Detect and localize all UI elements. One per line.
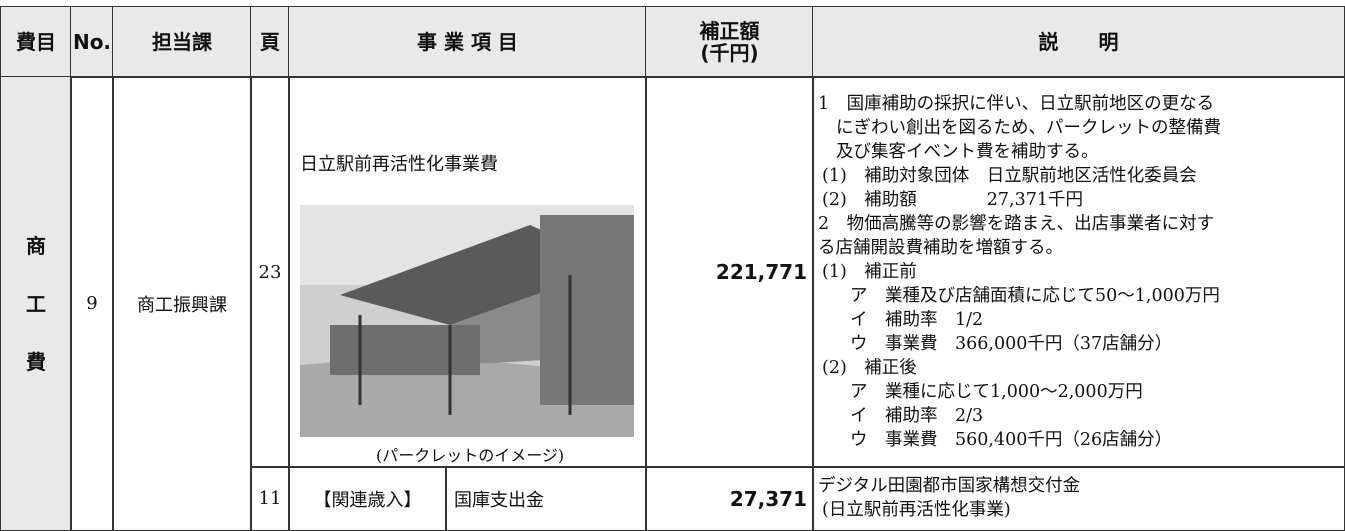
description-line: (2) 補助額 27,371千円	[822, 190, 1084, 210]
description-line: (1) 補正前	[822, 262, 917, 282]
header-cell: 説 明	[812, 6, 1345, 78]
description-line: (1) 補助対象団体 日立駅前地区活性化委員会	[822, 166, 1197, 186]
description-line: ア 業種に応じて1,000～2,000万円	[850, 382, 1143, 402]
category-char: 費	[26, 349, 46, 374]
description-line: デジタル田園都市国家構想交付金	[818, 476, 1081, 496]
header-cell: 補正額 (千円)	[645, 6, 814, 78]
no-text: 9	[86, 293, 98, 314]
image-caption: (パークレットのイメージ)	[376, 446, 565, 465]
header-text: 頁	[260, 30, 280, 54]
description-line: ウ 事業費 366,000千円（37店舗分）	[850, 334, 1173, 354]
amount-cell: 27,371	[645, 466, 814, 531]
item-cell: 国庫支出金	[445, 466, 647, 531]
page-cell: 11	[250, 466, 290, 531]
header-text: (千円)	[700, 41, 759, 65]
item-cell	[288, 76, 647, 468]
page-text: 23	[258, 261, 282, 283]
header-text: 担当課	[152, 30, 212, 54]
department-text: 商工振興課	[137, 294, 227, 316]
item-label-text: 【関連歳入】	[313, 489, 422, 511]
header-cell: 費目	[0, 6, 72, 78]
description-line: 2 物価高騰等の影響を踏まえ、出店事業者に対す	[818, 214, 1215, 234]
description-line: ア 業種及び店舗面積に応じて50～1,000万円	[850, 286, 1220, 306]
description-line: (2) 補正後	[822, 358, 917, 378]
description-line: にぎわい創出を図るため、パークレットの整備費	[836, 118, 1221, 138]
header-cell: No.	[70, 6, 114, 78]
description-line: る店舗開設費補助を増額する。	[818, 238, 1063, 258]
description-line: (日立駅前再活性化事業)	[822, 500, 1011, 520]
image	[300, 205, 634, 437]
category-char: 商	[26, 233, 46, 258]
header-text: 説 明	[1038, 30, 1119, 54]
header-cell: 事 業 項 目	[288, 6, 647, 78]
description-line: イ 補助率 1/2	[850, 310, 984, 330]
header-cell: 担当課	[112, 6, 252, 78]
item-text: 国庫支出金	[454, 489, 544, 511]
page-text: 11	[258, 488, 282, 509]
description-line: 1 国庫補助の採択に伴い、日立駅前地区の更なる	[818, 94, 1215, 114]
description-line: ウ 事業費 560,400千円（26店舗分）	[850, 430, 1173, 450]
item-text: 日立駅前再活性化事業費	[300, 154, 498, 175]
page-cell: 23	[250, 76, 290, 468]
amount-text: 27,371	[729, 486, 807, 511]
department-cell: 商工振興課	[112, 76, 252, 531]
header-text: 費目	[16, 30, 56, 54]
amount-text: 221,771	[715, 260, 807, 284]
no-cell: 9	[70, 76, 114, 531]
description-line: 及び集客イベント費を補助する。	[836, 142, 1099, 162]
header-text: 事 業 項 目	[417, 30, 518, 54]
header-text: 補正額	[699, 19, 760, 43]
item-label-cell: 【関連歳入】	[288, 466, 447, 531]
header-cell: 頁	[250, 6, 290, 78]
category-char: 工	[26, 291, 46, 316]
category-cell: 商 工 費	[0, 76, 72, 531]
description-line: イ 補助率 2/3	[850, 406, 984, 426]
amount-cell: 221,771	[645, 76, 814, 468]
header-text: No.	[72, 30, 112, 54]
